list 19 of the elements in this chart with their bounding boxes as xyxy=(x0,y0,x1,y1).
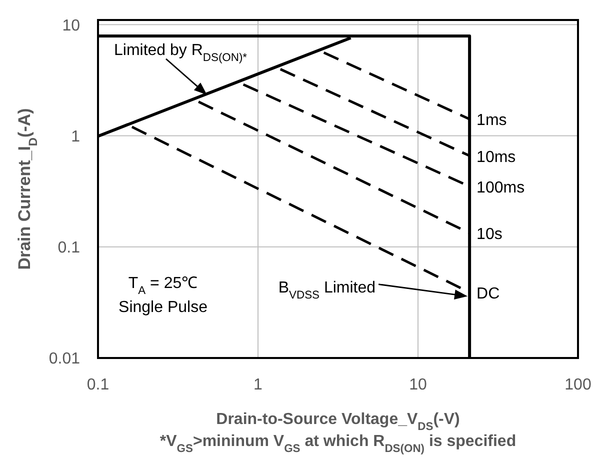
x-tick-label: 100 xyxy=(564,376,592,394)
x-tick-label: 0.1 xyxy=(86,376,110,394)
x-tick-label: 1 xyxy=(254,376,263,394)
series-label: 10s xyxy=(476,226,502,244)
x-axis-title: Drain-to-Source Voltage_V$_{DS}$(-V) xyxy=(216,411,460,433)
series-label: 1ms xyxy=(476,112,507,130)
y-tick-label: 10 xyxy=(62,17,80,34)
y-tick-label: 0.01 xyxy=(48,350,80,368)
annotation: Single Pulse xyxy=(118,299,208,316)
x-tick-label: 10 xyxy=(409,376,427,394)
series-label: 10ms xyxy=(476,148,516,166)
annotation: Limited by R$_{DS(ON)*}$ xyxy=(114,42,248,64)
series-label: DC xyxy=(476,285,500,302)
series-label: 100ms xyxy=(476,179,525,196)
text: *V$_{GS}$>mininum V$_{GS}$ at which R$_{DS(ON)}$ is specified xyxy=(160,433,516,455)
annotation: B$_{VDSS}$ Limited xyxy=(278,279,376,302)
y-tick-label: 1 xyxy=(71,128,80,146)
annotation: T$_{A}$ = 25℃ xyxy=(128,275,198,297)
y-tick-label: 0.1 xyxy=(58,240,80,257)
